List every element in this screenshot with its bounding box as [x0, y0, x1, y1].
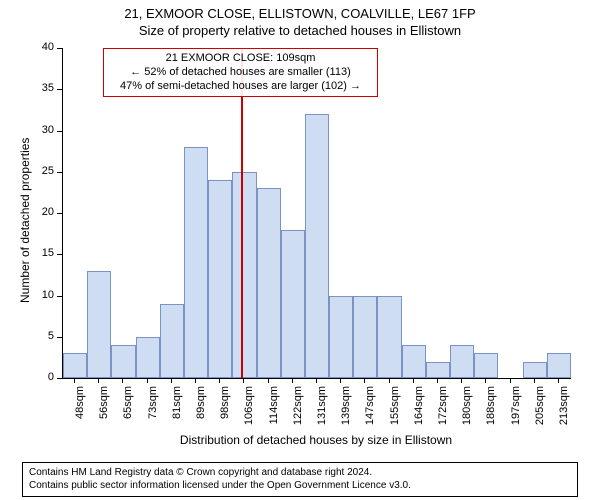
y-tick: [57, 172, 62, 173]
histogram-bar: [353, 296, 377, 379]
y-tick-label: 0: [30, 371, 54, 383]
y-tick: [57, 254, 62, 255]
x-tick-label: 147sqm: [364, 386, 376, 434]
y-axis-label: Number of detached properties: [18, 138, 32, 303]
x-tick: [437, 378, 438, 383]
x-tick-label: 81sqm: [171, 386, 183, 434]
x-tick: [340, 378, 341, 383]
histogram-bar: [377, 296, 401, 379]
histogram-bar: [184, 147, 208, 378]
histogram-bar: [305, 114, 329, 378]
x-tick-label: 197sqm: [510, 386, 522, 434]
x-tick: [534, 378, 535, 383]
annotation-line3: 47% of semi-detached houses are larger (…: [110, 80, 371, 94]
y-tick-label: 5: [30, 330, 54, 342]
histogram-bar: [63, 353, 87, 378]
histogram-bar: [547, 353, 571, 378]
x-tick-label: 155sqm: [389, 386, 401, 434]
footer-line2: Contains public sector information licen…: [29, 480, 571, 493]
y-tick: [57, 213, 62, 214]
x-tick: [558, 378, 559, 383]
annotation-box: 21 EXMOOR CLOSE: 109sqm ← 52% of detache…: [103, 48, 378, 97]
x-tick-label: 65sqm: [122, 386, 134, 434]
x-tick-label: 73sqm: [147, 386, 159, 434]
x-tick-label: 164sqm: [413, 386, 425, 434]
marker-line: [241, 48, 243, 378]
x-tick: [316, 378, 317, 383]
x-tick-label: 139sqm: [340, 386, 352, 434]
x-tick-label: 205sqm: [534, 386, 546, 434]
x-tick: [98, 378, 99, 383]
y-tick-label: 20: [30, 206, 54, 218]
x-tick-label: 172sqm: [437, 386, 449, 434]
x-tick-label: 106sqm: [243, 386, 255, 434]
histogram-bar: [329, 296, 353, 379]
x-tick: [510, 378, 511, 383]
x-tick: [389, 378, 390, 383]
y-tick: [57, 48, 62, 49]
x-tick: [74, 378, 75, 383]
y-tick: [57, 378, 62, 379]
x-tick: [171, 378, 172, 383]
x-tick: [268, 378, 269, 383]
y-tick-label: 30: [30, 124, 54, 136]
annotation-line1: 21 EXMOOR CLOSE: 109sqm: [110, 52, 371, 66]
x-axis-label: Distribution of detached houses by size …: [62, 433, 570, 447]
x-tick-label: 131sqm: [316, 386, 328, 434]
y-tick: [57, 337, 62, 338]
plot-area: [62, 48, 571, 379]
x-tick: [364, 378, 365, 383]
y-tick: [57, 89, 62, 90]
y-tick: [57, 296, 62, 297]
x-tick-label: 89sqm: [195, 386, 207, 434]
footer-line1: Contains HM Land Registry data © Crown c…: [29, 467, 571, 480]
annotation-line2: ← 52% of detached houses are smaller (11…: [110, 66, 371, 80]
chart-container: 21, EXMOOR CLOSE, ELLISTOWN, COALVILLE, …: [0, 0, 600, 500]
histogram-bar: [257, 188, 281, 378]
histogram-bar: [450, 345, 474, 378]
histogram-bar: [402, 345, 426, 378]
histogram-bar: [426, 362, 450, 379]
title-main: 21, EXMOOR CLOSE, ELLISTOWN, COALVILLE, …: [0, 0, 600, 21]
y-tick-label: 25: [30, 165, 54, 177]
x-tick-label: 188sqm: [485, 386, 497, 434]
x-tick: [485, 378, 486, 383]
x-tick: [147, 378, 148, 383]
x-tick-label: 213sqm: [558, 386, 570, 434]
histogram-bar: [523, 362, 547, 379]
footer-attribution: Contains HM Land Registry data © Crown c…: [22, 462, 578, 497]
y-tick-label: 40: [30, 41, 54, 53]
y-tick: [57, 131, 62, 132]
histogram-bar: [136, 337, 160, 378]
x-tick: [292, 378, 293, 383]
x-tick: [219, 378, 220, 383]
x-tick: [413, 378, 414, 383]
y-tick-label: 15: [30, 247, 54, 259]
histogram-bar: [87, 271, 111, 378]
histogram-bar: [160, 304, 184, 378]
x-tick-label: 56sqm: [98, 386, 110, 434]
x-tick: [122, 378, 123, 383]
title-sub: Size of property relative to detached ho…: [0, 21, 600, 38]
histogram-bar: [474, 353, 498, 378]
x-tick-label: 114sqm: [268, 386, 280, 434]
x-tick: [461, 378, 462, 383]
x-tick: [243, 378, 244, 383]
histogram-bar: [208, 180, 232, 378]
histogram-bar: [232, 172, 256, 378]
y-tick-label: 10: [30, 289, 54, 301]
x-tick-label: 122sqm: [292, 386, 304, 434]
x-tick: [195, 378, 196, 383]
x-tick-label: 98sqm: [219, 386, 231, 434]
histogram-bar: [111, 345, 135, 378]
x-tick-label: 48sqm: [74, 386, 86, 434]
x-tick-label: 180sqm: [461, 386, 473, 434]
y-tick-label: 35: [30, 82, 54, 94]
histogram-bar: [281, 230, 305, 379]
